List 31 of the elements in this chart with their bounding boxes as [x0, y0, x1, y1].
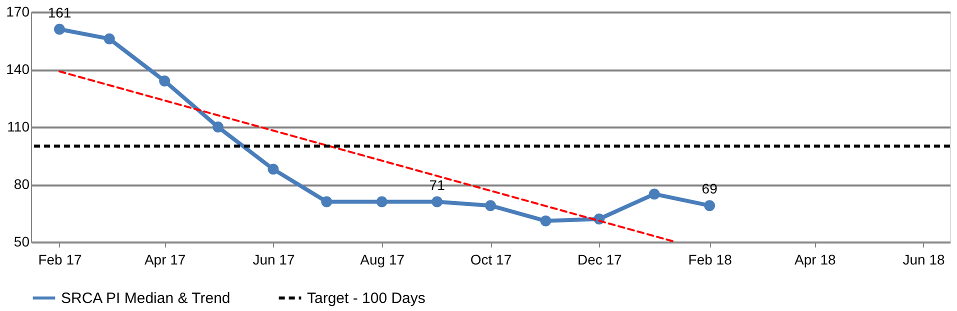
- x-tick-label: Dec 17: [577, 252, 622, 268]
- point: [704, 200, 716, 212]
- point: [485, 200, 496, 212]
- point: [104, 33, 115, 44]
- point: [376, 196, 388, 208]
- x-tick-label: Feb 18: [688, 252, 732, 268]
- point: [540, 215, 552, 226]
- y-tick-label: 50: [14, 234, 30, 250]
- point: [432, 196, 443, 208]
- point: [54, 24, 65, 35]
- y-tick-label: 110: [7, 118, 30, 134]
- x-tick-label: Apr 17: [144, 252, 186, 268]
- y-tick-label: 80: [14, 176, 30, 192]
- x-tick-label: Feb 17: [38, 252, 82, 268]
- point: [321, 196, 332, 208]
- x-tick-label: Aug 17: [360, 252, 405, 268]
- y-tick-label: 140: [6, 61, 30, 77]
- x-tick-label: Jun 18: [902, 252, 946, 268]
- point: [212, 122, 224, 132]
- annotation: 71: [429, 176, 446, 193]
- legend-label: Target - 100 Days: [307, 290, 426, 307]
- x-tick-label: Oct 17: [470, 252, 512, 268]
- annotation: 69: [702, 180, 718, 197]
- annotation: 161: [48, 4, 72, 20]
- legend-label: SRCA PI Median & Trend: [61, 290, 230, 307]
- point: [159, 76, 170, 86]
- y-tick-label: 170: [6, 4, 30, 20]
- point: [268, 164, 279, 175]
- point: [648, 188, 660, 200]
- x-tick-label: Jun 17: [252, 252, 295, 268]
- x-tick-label: Apr 18: [794, 252, 836, 268]
